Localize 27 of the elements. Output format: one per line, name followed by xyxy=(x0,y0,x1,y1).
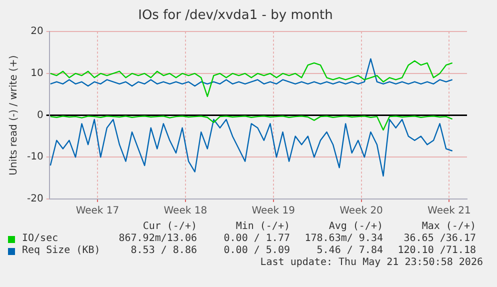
y-tick-label: -20 xyxy=(26,194,44,205)
y-tick-label: -10 xyxy=(26,152,44,163)
x-tick-label: Week 17 xyxy=(76,206,120,217)
chart-title: IOs for /dev/xvda1 - by month xyxy=(138,8,333,24)
text: Last update: Thu May 21 23:50:58 2026 xyxy=(260,257,483,268)
x-tick-label: Week 21 xyxy=(428,206,471,217)
x-tick-label: Week 18 xyxy=(164,206,208,217)
x-tick-label: Week 20 xyxy=(340,206,383,217)
x-tick-label: Week 19 xyxy=(252,206,295,217)
y-tick-label: 0 xyxy=(36,110,44,121)
text: 8.53 / 8.86 xyxy=(130,245,197,257)
y-tick-label: 20 xyxy=(30,26,44,38)
legend-label: IO/sec xyxy=(22,233,58,245)
y-axis-title: Units read (-) / write (+) xyxy=(8,55,20,176)
text: 178.63m/ 9.34 xyxy=(304,233,383,245)
text: 36.65 /36.17 xyxy=(402,233,476,245)
text: 5.46 / 7.84 xyxy=(316,245,383,257)
y-tick-label: 10 xyxy=(30,68,44,80)
legend-label: Req Size (KB) xyxy=(22,245,100,257)
text: 0.00 / 1.77 xyxy=(222,233,290,245)
text: Avg (-/+) xyxy=(328,221,383,233)
text: 0.00 / 5.09 xyxy=(222,245,290,257)
text: 867.92m/13.06 xyxy=(118,233,197,245)
text: Max (-/+) xyxy=(420,221,476,233)
text: 120.10 /71.18 xyxy=(396,245,476,257)
text: Min (-/+) xyxy=(234,221,290,233)
text: Cur (-/+) xyxy=(142,221,197,233)
